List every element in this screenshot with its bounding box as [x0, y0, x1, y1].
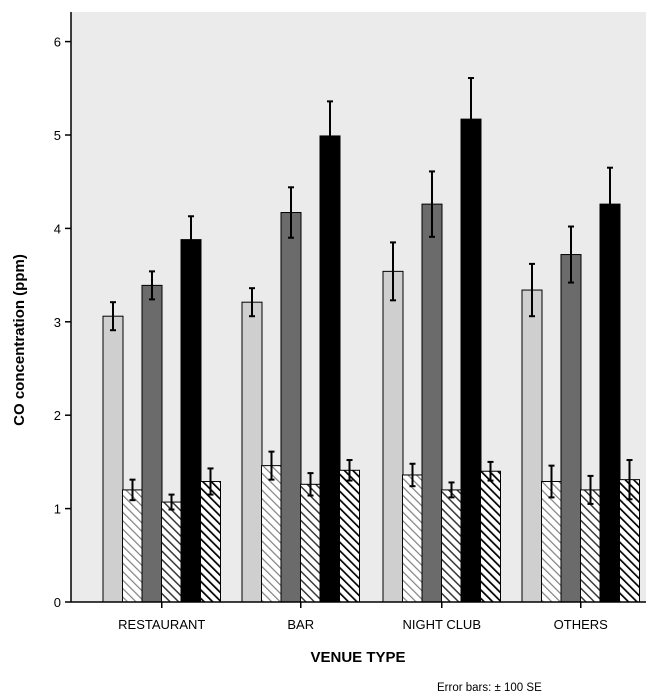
bar-s4-restaurant [161, 501, 182, 603]
bar-s1-restaurant [102, 315, 124, 603]
errorbar-s3-others [568, 225, 574, 284]
errorbar-s5-bar [327, 100, 333, 172]
bar-s5-night-club [460, 118, 482, 603]
y-axis-title: CO concentration (ppm) [11, 254, 28, 426]
y-tick-label: 0 [54, 595, 61, 610]
bar-s2-bar [261, 465, 282, 603]
bar-s4-night-club [441, 489, 462, 603]
bar-s1-night-club [382, 270, 404, 603]
errorbar-s4-restaurant [168, 493, 175, 511]
bar-s3-bar [280, 212, 302, 603]
bar-s1-others [521, 289, 543, 603]
y-tick-label: 6 [54, 35, 61, 50]
bar-s6-restaurant [200, 481, 221, 603]
errorbar-s5-night-club [468, 77, 474, 162]
y-tick-label: 2 [54, 408, 61, 423]
errorbar-s2-others [548, 464, 555, 499]
errorbar-s1-others [529, 262, 535, 318]
bar-s2-restaurant [122, 489, 143, 603]
x-axis-title: VENUE TYPE [310, 649, 405, 666]
errorbar-s6-night-club [487, 460, 494, 482]
errorbar-s5-restaurant [188, 215, 194, 264]
y-tick-label: 3 [54, 315, 61, 330]
errorbar-s5-others [607, 166, 613, 242]
bar-s4-bar [300, 483, 321, 603]
errorbar-s6-restaurant [207, 467, 214, 496]
errorbar-s4-night-club [448, 481, 455, 499]
bar-s3-night-club [421, 203, 443, 603]
errorbar-s2-night-club [409, 462, 416, 488]
bar-s2-others [541, 481, 562, 603]
x-tick-label: OTHERS [554, 617, 609, 632]
bar-s3-others [560, 254, 582, 603]
errorbar-s4-others [587, 474, 594, 505]
bar-s5-restaurant [180, 239, 202, 603]
errorbar-s1-bar [249, 287, 255, 318]
bar-s3-restaurant [141, 284, 163, 603]
y-tick-label: 5 [54, 128, 61, 143]
errorbar-s3-bar [288, 186, 294, 239]
errorbar-s6-others [626, 459, 633, 501]
bar-s2-night-club [402, 474, 423, 603]
x-tick-label: NIGHT CLUB [403, 617, 482, 632]
bars-layer [102, 118, 640, 603]
errorbar-s3-restaurant [149, 270, 155, 301]
bar-s5-others [599, 203, 621, 603]
errorbar-s4-bar [307, 472, 314, 497]
bar-s6-bar [339, 469, 360, 603]
y-tick-label: 1 [54, 502, 61, 517]
errorbar-s1-restaurant [110, 301, 116, 332]
bar-s1-bar [241, 301, 263, 603]
error-bars-note: Error bars: ± 100 SE [437, 682, 542, 694]
errorbar-s2-restaurant [129, 478, 136, 502]
bar-s5-bar [319, 135, 341, 603]
bar-s4-others [580, 489, 601, 603]
x-tick-label: BAR [287, 617, 314, 632]
errorbar-s6-bar [346, 459, 353, 482]
errorbar-s2-bar [268, 450, 275, 481]
errorbars-layer [110, 77, 633, 511]
errorbar-s1-night-club [390, 241, 396, 302]
bar-s6-night-club [480, 470, 501, 603]
x-tick-label: RESTAURANT [118, 617, 205, 632]
y-tick-label: 4 [54, 221, 61, 236]
y-ticks: 0 1 2 3 4 5 6 [54, 35, 71, 610]
x-ticks: RESTAURANT BAR NIGHT CLUB OTHERS [118, 602, 608, 632]
errorbar-s3-night-club [429, 170, 435, 238]
